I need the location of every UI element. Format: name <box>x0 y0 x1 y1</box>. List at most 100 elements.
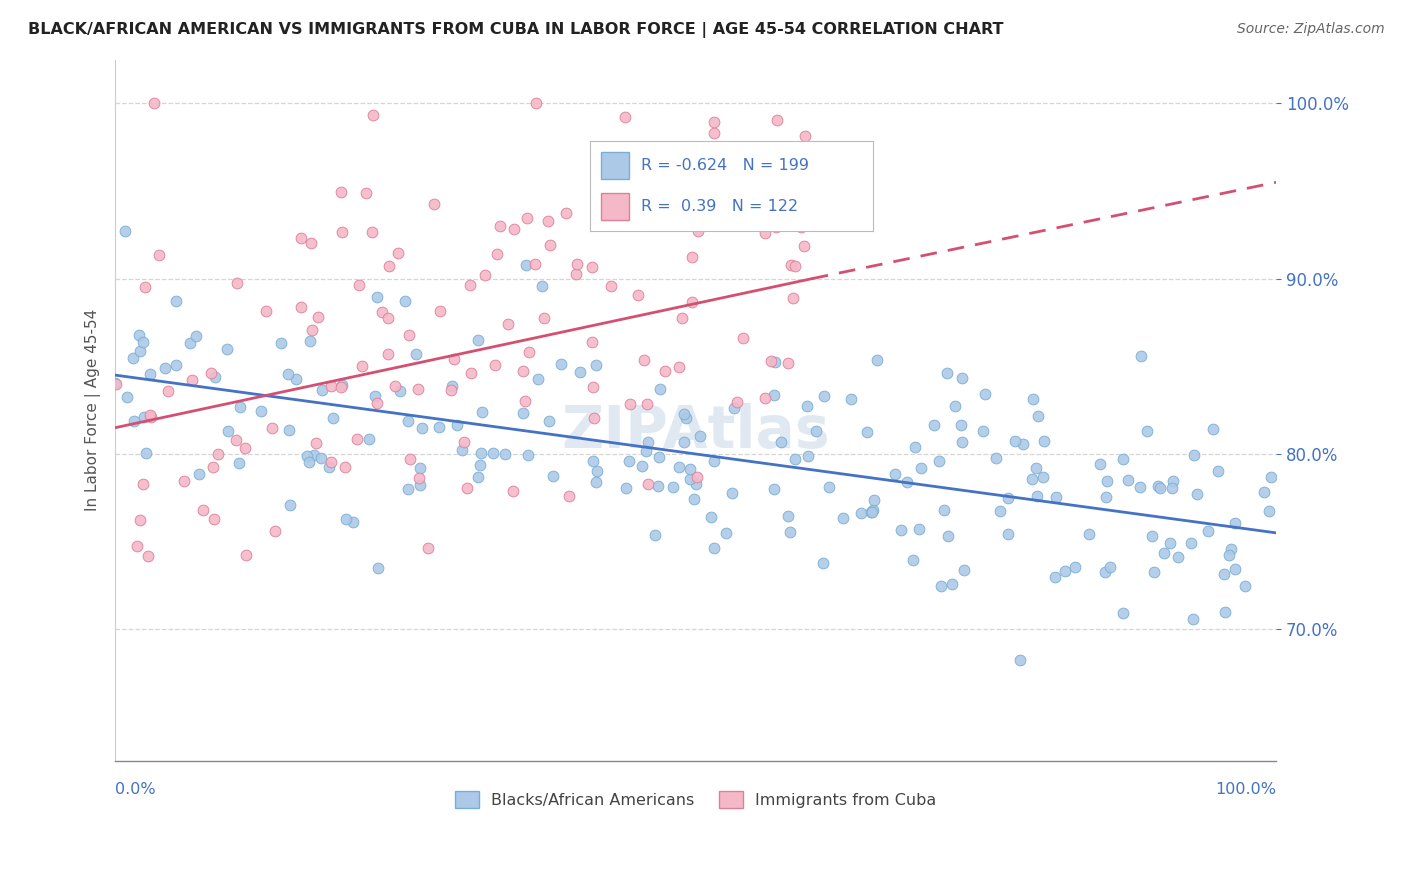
Point <box>679 472 702 486</box>
Point <box>405 347 427 361</box>
Point <box>811 557 834 571</box>
Point <box>734 182 756 196</box>
Point <box>134 280 156 294</box>
Point <box>936 366 959 380</box>
Point <box>1206 464 1229 478</box>
Point <box>631 458 654 473</box>
Point <box>765 112 787 127</box>
Point <box>647 478 669 492</box>
Point <box>1220 541 1243 556</box>
Point <box>440 383 463 397</box>
Point <box>277 367 299 381</box>
Point <box>516 211 538 226</box>
Point <box>406 383 429 397</box>
Point <box>398 327 420 342</box>
Point <box>585 475 607 489</box>
Point <box>614 481 637 495</box>
Point <box>1112 606 1135 620</box>
Point <box>1223 562 1246 576</box>
Point <box>672 407 695 421</box>
Point <box>278 498 301 512</box>
Point <box>321 455 343 469</box>
Point <box>263 524 285 538</box>
Point <box>115 390 138 404</box>
Point <box>537 213 560 227</box>
Y-axis label: In Labor Force | Age 45-54: In Labor Force | Age 45-54 <box>86 309 101 511</box>
Text: ZIPAtlas: ZIPAtlas <box>561 402 830 459</box>
Point <box>217 424 239 438</box>
Point <box>141 409 163 424</box>
Point <box>460 366 482 380</box>
Point <box>191 502 214 516</box>
Point <box>761 354 783 368</box>
Point <box>866 353 889 368</box>
Point <box>396 414 419 428</box>
Point <box>1153 546 1175 560</box>
Bar <box>602 153 630 179</box>
Point <box>1234 579 1257 593</box>
Point <box>565 257 588 271</box>
Point <box>307 310 329 325</box>
Point <box>443 352 465 367</box>
Point <box>335 460 357 475</box>
Point <box>496 318 519 332</box>
Point <box>953 563 976 577</box>
Point <box>1095 474 1118 488</box>
Point <box>725 394 748 409</box>
Point <box>806 424 828 438</box>
Point <box>165 294 187 309</box>
Point <box>686 469 709 483</box>
Point <box>1129 480 1152 494</box>
Point <box>229 400 252 414</box>
Point <box>1026 409 1049 423</box>
Point <box>537 414 560 428</box>
Point <box>446 418 468 433</box>
Point <box>783 451 806 466</box>
Point <box>458 277 481 292</box>
Point <box>569 365 592 379</box>
Point <box>254 304 277 318</box>
Point <box>515 258 537 272</box>
Point <box>763 388 786 402</box>
Point <box>789 220 811 235</box>
Point <box>678 210 700 224</box>
Point <box>612 211 634 226</box>
Point <box>1180 535 1202 549</box>
Point <box>721 486 744 500</box>
Point <box>104 377 127 392</box>
Point <box>662 480 685 494</box>
Point <box>1260 470 1282 484</box>
Text: BLACK/AFRICAN AMERICAN VS IMMIGRANTS FROM CUBA IN LABOR FORCE | AGE 45-54 CORREL: BLACK/AFRICAN AMERICAN VS IMMIGRANTS FRO… <box>28 22 1004 38</box>
Point <box>350 359 373 374</box>
Point <box>581 334 603 349</box>
Point <box>637 434 659 449</box>
Text: 100.0%: 100.0% <box>1215 781 1277 797</box>
Point <box>157 384 180 398</box>
Point <box>153 361 176 376</box>
Point <box>1181 612 1204 626</box>
Point <box>474 268 496 283</box>
Point <box>849 506 872 520</box>
Text: 0.0%: 0.0% <box>115 781 156 797</box>
Point <box>984 450 1007 465</box>
Point <box>494 447 516 461</box>
Point <box>285 372 308 386</box>
Point <box>832 511 855 525</box>
Point <box>599 278 621 293</box>
Point <box>1011 437 1033 451</box>
Point <box>128 327 150 342</box>
Point <box>165 359 187 373</box>
Point <box>779 524 801 539</box>
Point <box>366 290 388 304</box>
Point <box>668 359 690 374</box>
Point <box>668 459 690 474</box>
Point <box>453 434 475 449</box>
Point <box>1212 566 1234 581</box>
Point <box>330 380 353 394</box>
Point <box>142 96 165 111</box>
Point <box>342 515 364 529</box>
Point <box>1116 473 1139 487</box>
Point <box>780 258 803 272</box>
Bar <box>602 194 630 220</box>
Point <box>681 294 703 309</box>
